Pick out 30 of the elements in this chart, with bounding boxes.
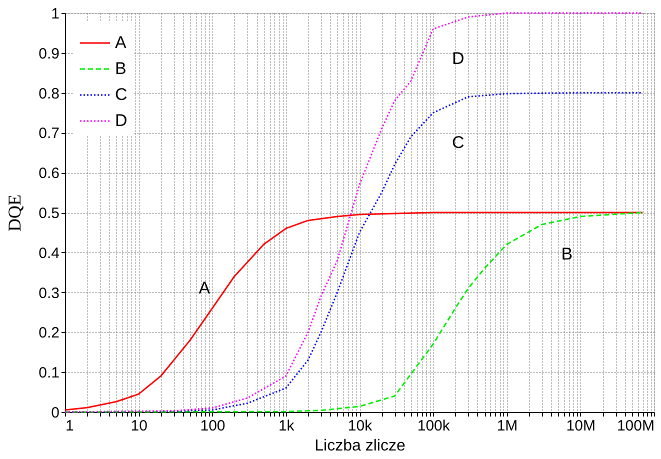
annotation: D [452,48,464,68]
y-tick-label: 0.8 [38,85,60,102]
annotation: A [198,278,211,298]
legend-label: A [115,33,127,52]
y-tick-label: 0.4 [38,244,60,262]
x-tick-label: 10k [348,418,373,434]
legend-label: C [115,85,128,104]
y-tick-label: 0.5 [38,205,60,222]
y-tick-label: 0.9 [38,45,60,62]
annotation: C [452,132,464,152]
y-tick-label: 0.6 [38,165,60,182]
x-axis-title: Liczba zlicze [314,438,406,454]
y-tick-label: 0.1 [38,364,60,382]
y-axis-title: DQE [4,194,25,232]
x-tick-label: 100k [417,418,450,434]
x-tick-label: 1 [66,418,74,434]
y-tick-label: 0 [51,404,60,422]
y-tick-label: 1 [51,6,60,22]
y-tick-label: 0.7 [38,125,60,142]
x-tick-label: 1k [278,418,295,434]
annotation: B [561,244,573,264]
x-tick-label: 100 [200,418,226,434]
x-tick-label: 10M [566,418,596,434]
legend-label: D [115,111,128,130]
x-tick-label: 100M [616,418,654,434]
x-tick-label: 10 [130,418,148,434]
y-tick-label: 0.2 [38,324,60,342]
y-tick-label: 0.3 [38,284,60,302]
x-tick-label: 1M [496,418,518,434]
legend-label: B [115,59,126,78]
